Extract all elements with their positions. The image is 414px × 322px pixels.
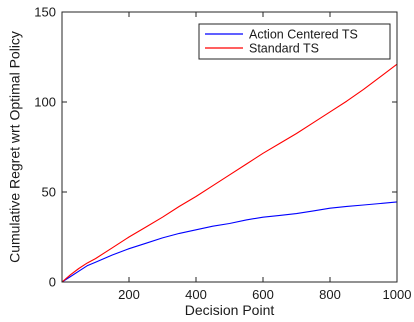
series-line-standard-ts	[61, 63, 398, 283]
x-tick-label: 1000	[383, 287, 412, 302]
series-layer	[61, 63, 398, 283]
plot-frame	[61, 11, 398, 283]
x-tick-label: 800	[319, 287, 341, 302]
legend-label-standard-ts: Standard TS	[249, 42, 319, 56]
x-tick-label: 400	[185, 287, 207, 302]
legend: Action Centered TS Standard TS	[198, 23, 391, 60]
y-tick-label: 150	[34, 5, 56, 20]
x-axis-label: Decision Point	[185, 302, 275, 318]
legend-label-action-centered-ts: Action Centered TS	[249, 28, 358, 42]
y-tick-label: 0	[49, 275, 56, 290]
ticks-layer: 200 400 600 800 1000 0 50 100 150	[34, 5, 411, 303]
x-tick-label: 600	[252, 287, 274, 302]
legend-box	[198, 23, 391, 60]
y-axis-label: Cumulative Regret wrt Optimal Policy	[7, 31, 23, 263]
y-tick-label: 50	[42, 185, 56, 200]
x-tick-label: 200	[118, 287, 140, 302]
series-line-action-centered-ts	[61, 201, 398, 283]
y-tick-label: 100	[34, 95, 56, 110]
